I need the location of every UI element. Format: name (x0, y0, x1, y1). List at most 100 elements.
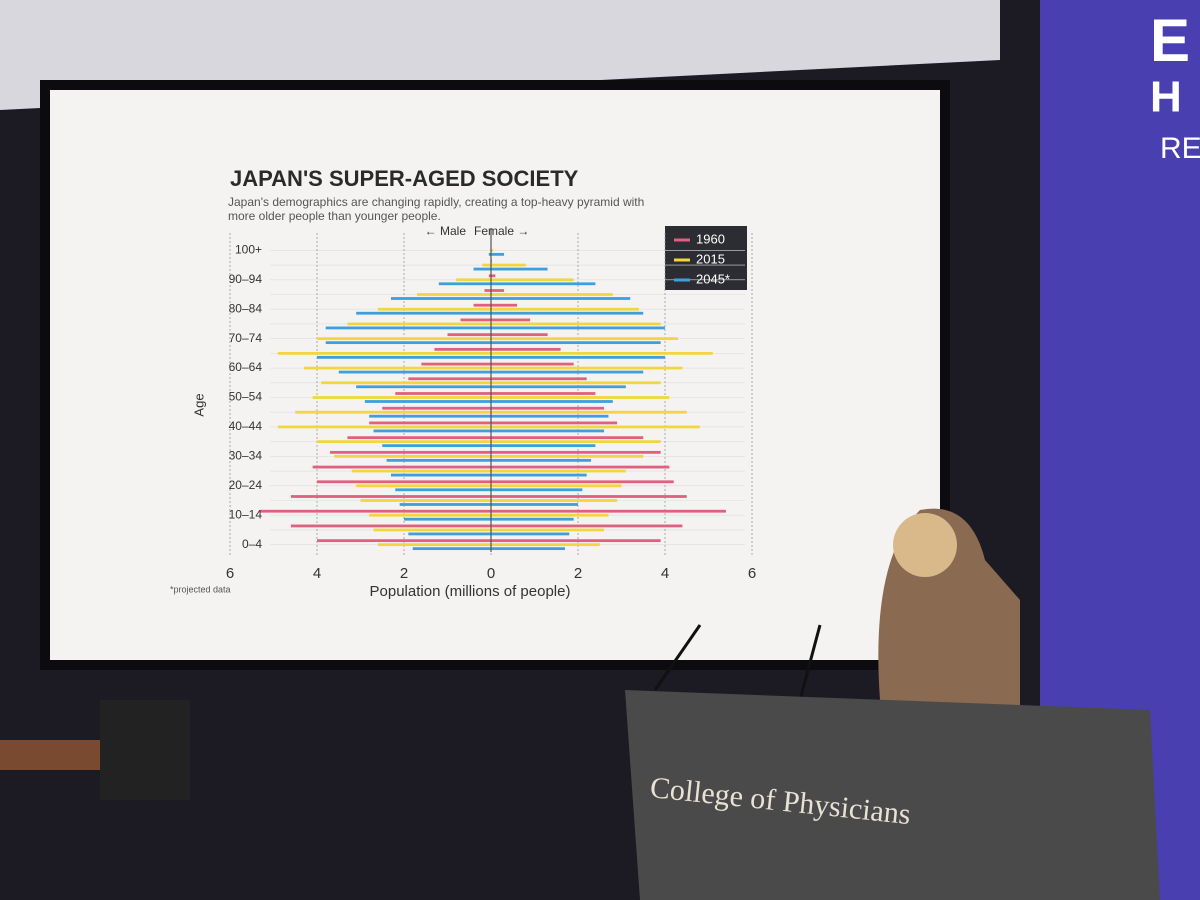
banner-text: E (1150, 7, 1190, 74)
subtitle-box: Japan's demographics are changing rapidl… (228, 195, 644, 223)
bar-male (484, 289, 491, 292)
bar-female (491, 341, 661, 345)
bar-male (460, 318, 491, 322)
bar-female (491, 282, 596, 286)
bar-female (491, 263, 526, 267)
y-axis-label: Age (191, 393, 206, 416)
bar-male (260, 509, 491, 513)
bar-male (412, 547, 491, 551)
y-tick-label: 90–94 (229, 272, 263, 286)
bar-male (488, 274, 491, 278)
bar-female (491, 392, 596, 395)
bar-female (491, 469, 626, 473)
bar-male (325, 326, 491, 330)
bar-female (491, 381, 661, 385)
chart-title: JAPAN'S SUPER-AGED SOCIETY (230, 166, 579, 191)
bar-female (491, 509, 726, 513)
bar-female (491, 311, 644, 315)
bar-male (317, 440, 491, 444)
bar-male (421, 362, 491, 366)
bar-female (491, 444, 596, 448)
plot: 6 4 2 0 2 4 6 0–4 10–14 20–24 30–34 40–44 50–54 60–64… (226, 228, 756, 582)
bar-female (491, 528, 605, 532)
bar-male (364, 400, 491, 403)
bar-male (356, 311, 491, 315)
bar-male (390, 297, 491, 300)
bar-female (491, 450, 661, 454)
bar-male (317, 337, 491, 341)
bar-female (491, 293, 613, 296)
bar-female (491, 513, 609, 517)
bar-female (491, 322, 661, 326)
speaker-head (893, 513, 957, 577)
bar-female (491, 421, 618, 425)
bar-female (491, 454, 644, 458)
note: *projected data (170, 584, 231, 594)
bar-male (382, 406, 491, 410)
bar-male (312, 396, 491, 399)
bar-female (491, 488, 583, 492)
bar-male (277, 425, 491, 429)
bar-male (377, 307, 491, 311)
bar-female (491, 425, 700, 429)
bar-female (491, 289, 505, 292)
bar-female (491, 539, 661, 543)
bar-male (390, 473, 491, 477)
bar-female (491, 495, 687, 498)
table (0, 740, 112, 770)
y-tick-label: 40–44 (229, 419, 263, 433)
bar-male (360, 499, 491, 502)
bar-female (491, 503, 578, 506)
bar-male (399, 503, 491, 506)
bar-male (369, 421, 491, 425)
bar-male (321, 381, 491, 385)
bar-female (491, 543, 600, 547)
bar-male (473, 303, 491, 307)
bar-female (491, 318, 531, 322)
bar-male (277, 351, 491, 355)
bar-female (491, 366, 683, 370)
x-tick-label: 4 (313, 565, 321, 582)
bar-male (317, 355, 491, 359)
bar-male (408, 532, 491, 536)
bar-male (369, 414, 491, 418)
bar-male (473, 267, 491, 271)
bar-male (347, 322, 491, 326)
bar-female (491, 333, 548, 337)
legend-label: 2015 (696, 251, 725, 266)
x-tick-label: 6 (748, 565, 756, 582)
bar-female (491, 465, 670, 469)
bar-male (373, 429, 491, 433)
bar-female (491, 473, 587, 477)
bar-female (491, 517, 574, 521)
y-tick-label: 100+ (235, 243, 262, 257)
bar-male (325, 341, 491, 345)
bar-female (491, 370, 644, 374)
x-tick-label: 0 (487, 565, 495, 582)
bar-female (491, 458, 592, 462)
bar-female (491, 385, 626, 389)
bar-female (491, 524, 683, 528)
x-tick-label: 2 (574, 565, 582, 582)
female-label: Female → (474, 224, 529, 238)
bar-female (491, 480, 674, 484)
bar-female (491, 414, 609, 418)
bar-female (491, 297, 631, 300)
legend-swatch (674, 278, 690, 282)
chair (100, 700, 190, 800)
bar-male (317, 480, 491, 484)
bar-male (356, 385, 491, 389)
bar-male (417, 293, 491, 296)
y-tick-label: 50–54 (229, 390, 263, 404)
bar-female (491, 347, 561, 351)
bar-male (347, 436, 491, 440)
bar-male (317, 539, 491, 543)
bar-male (447, 333, 491, 337)
bar-male (488, 252, 491, 256)
bar-male (377, 543, 491, 547)
bar-female (491, 248, 494, 252)
bar-male (382, 444, 491, 448)
bar-female (491, 406, 605, 410)
bar-male (338, 370, 491, 374)
